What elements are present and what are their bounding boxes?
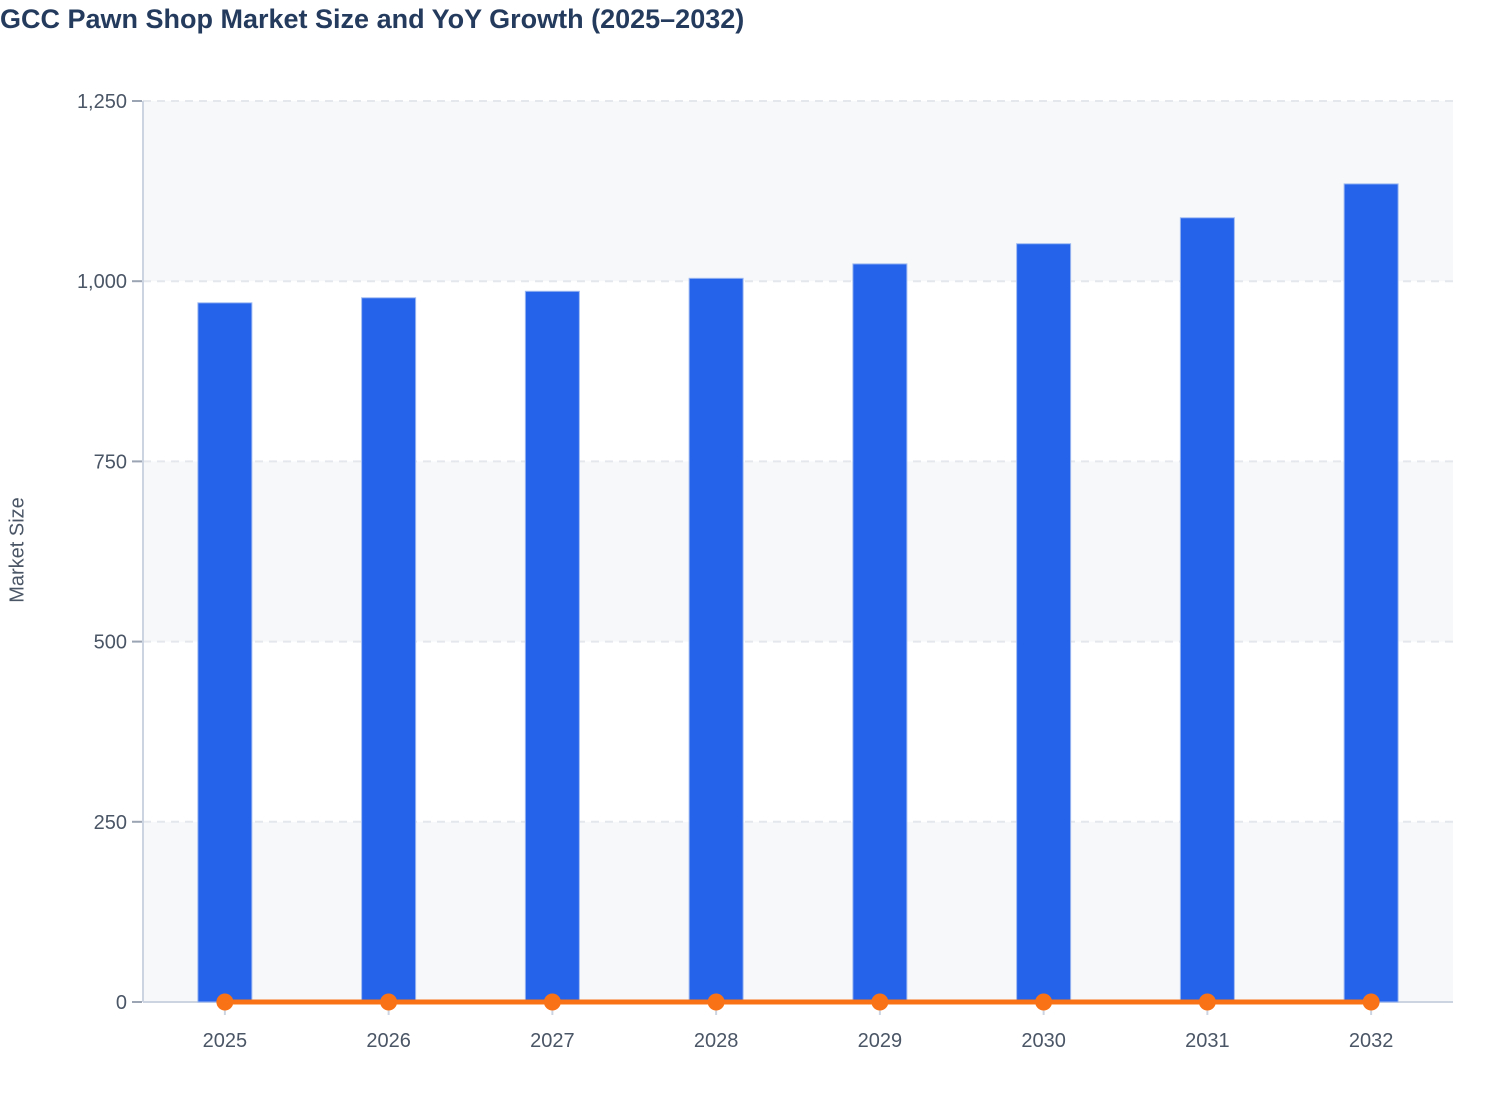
x-tick-label-2026: 2026 (366, 1030, 411, 1052)
bar-2031[interactable] (1179, 217, 1235, 1003)
yoy-marker-2032[interactable] (1362, 993, 1380, 1011)
x-tick-label-2029: 2029 (858, 1030, 903, 1052)
x-tick-label-2025: 2025 (203, 1030, 248, 1052)
x-tick-label-2027: 2027 (530, 1030, 575, 1052)
y-tick-label-750: 750 (94, 451, 127, 473)
y-tick-label-1000: 1,000 (77, 271, 127, 293)
yoy-marker-2028[interactable] (707, 993, 725, 1011)
bar-2032[interactable] (1343, 183, 1399, 1003)
plot-band (143, 461, 1453, 642)
y-tick-label-0: 0 (116, 992, 127, 1014)
x-tick-label-2032: 2032 (1349, 1030, 1394, 1052)
yoy-marker-2031[interactable] (1198, 993, 1216, 1011)
yoy-marker-2030[interactable] (1035, 993, 1053, 1011)
bar-2029[interactable] (852, 263, 908, 1003)
x-tick-label-2030: 2030 (1021, 1030, 1066, 1052)
y-tick-label-500: 500 (94, 632, 127, 654)
yoy-marker-2027[interactable] (543, 993, 561, 1011)
bar-2030[interactable] (1016, 243, 1072, 1003)
bar-2025[interactable] (197, 302, 253, 1003)
y-tick-label-1250: 1,250 (77, 91, 127, 113)
y-tick-label-250: 250 (94, 812, 127, 834)
x-tick-label-2031: 2031 (1185, 1030, 1230, 1052)
x-tick-label-2028: 2028 (694, 1030, 739, 1052)
plot-band (143, 821, 1453, 1002)
plot-band (143, 101, 1453, 282)
chart-title: GCC Pawn Shop Market Size and YoY Growth… (0, 4, 745, 34)
yoy-marker-2025[interactable] (216, 993, 234, 1011)
bar-2027[interactable] (524, 290, 580, 1003)
yoy-marker-2026[interactable] (380, 993, 398, 1011)
bar-2028[interactable] (688, 277, 744, 1003)
bar-2026[interactable] (361, 297, 417, 1003)
yoy-marker-2029[interactable] (871, 993, 889, 1011)
